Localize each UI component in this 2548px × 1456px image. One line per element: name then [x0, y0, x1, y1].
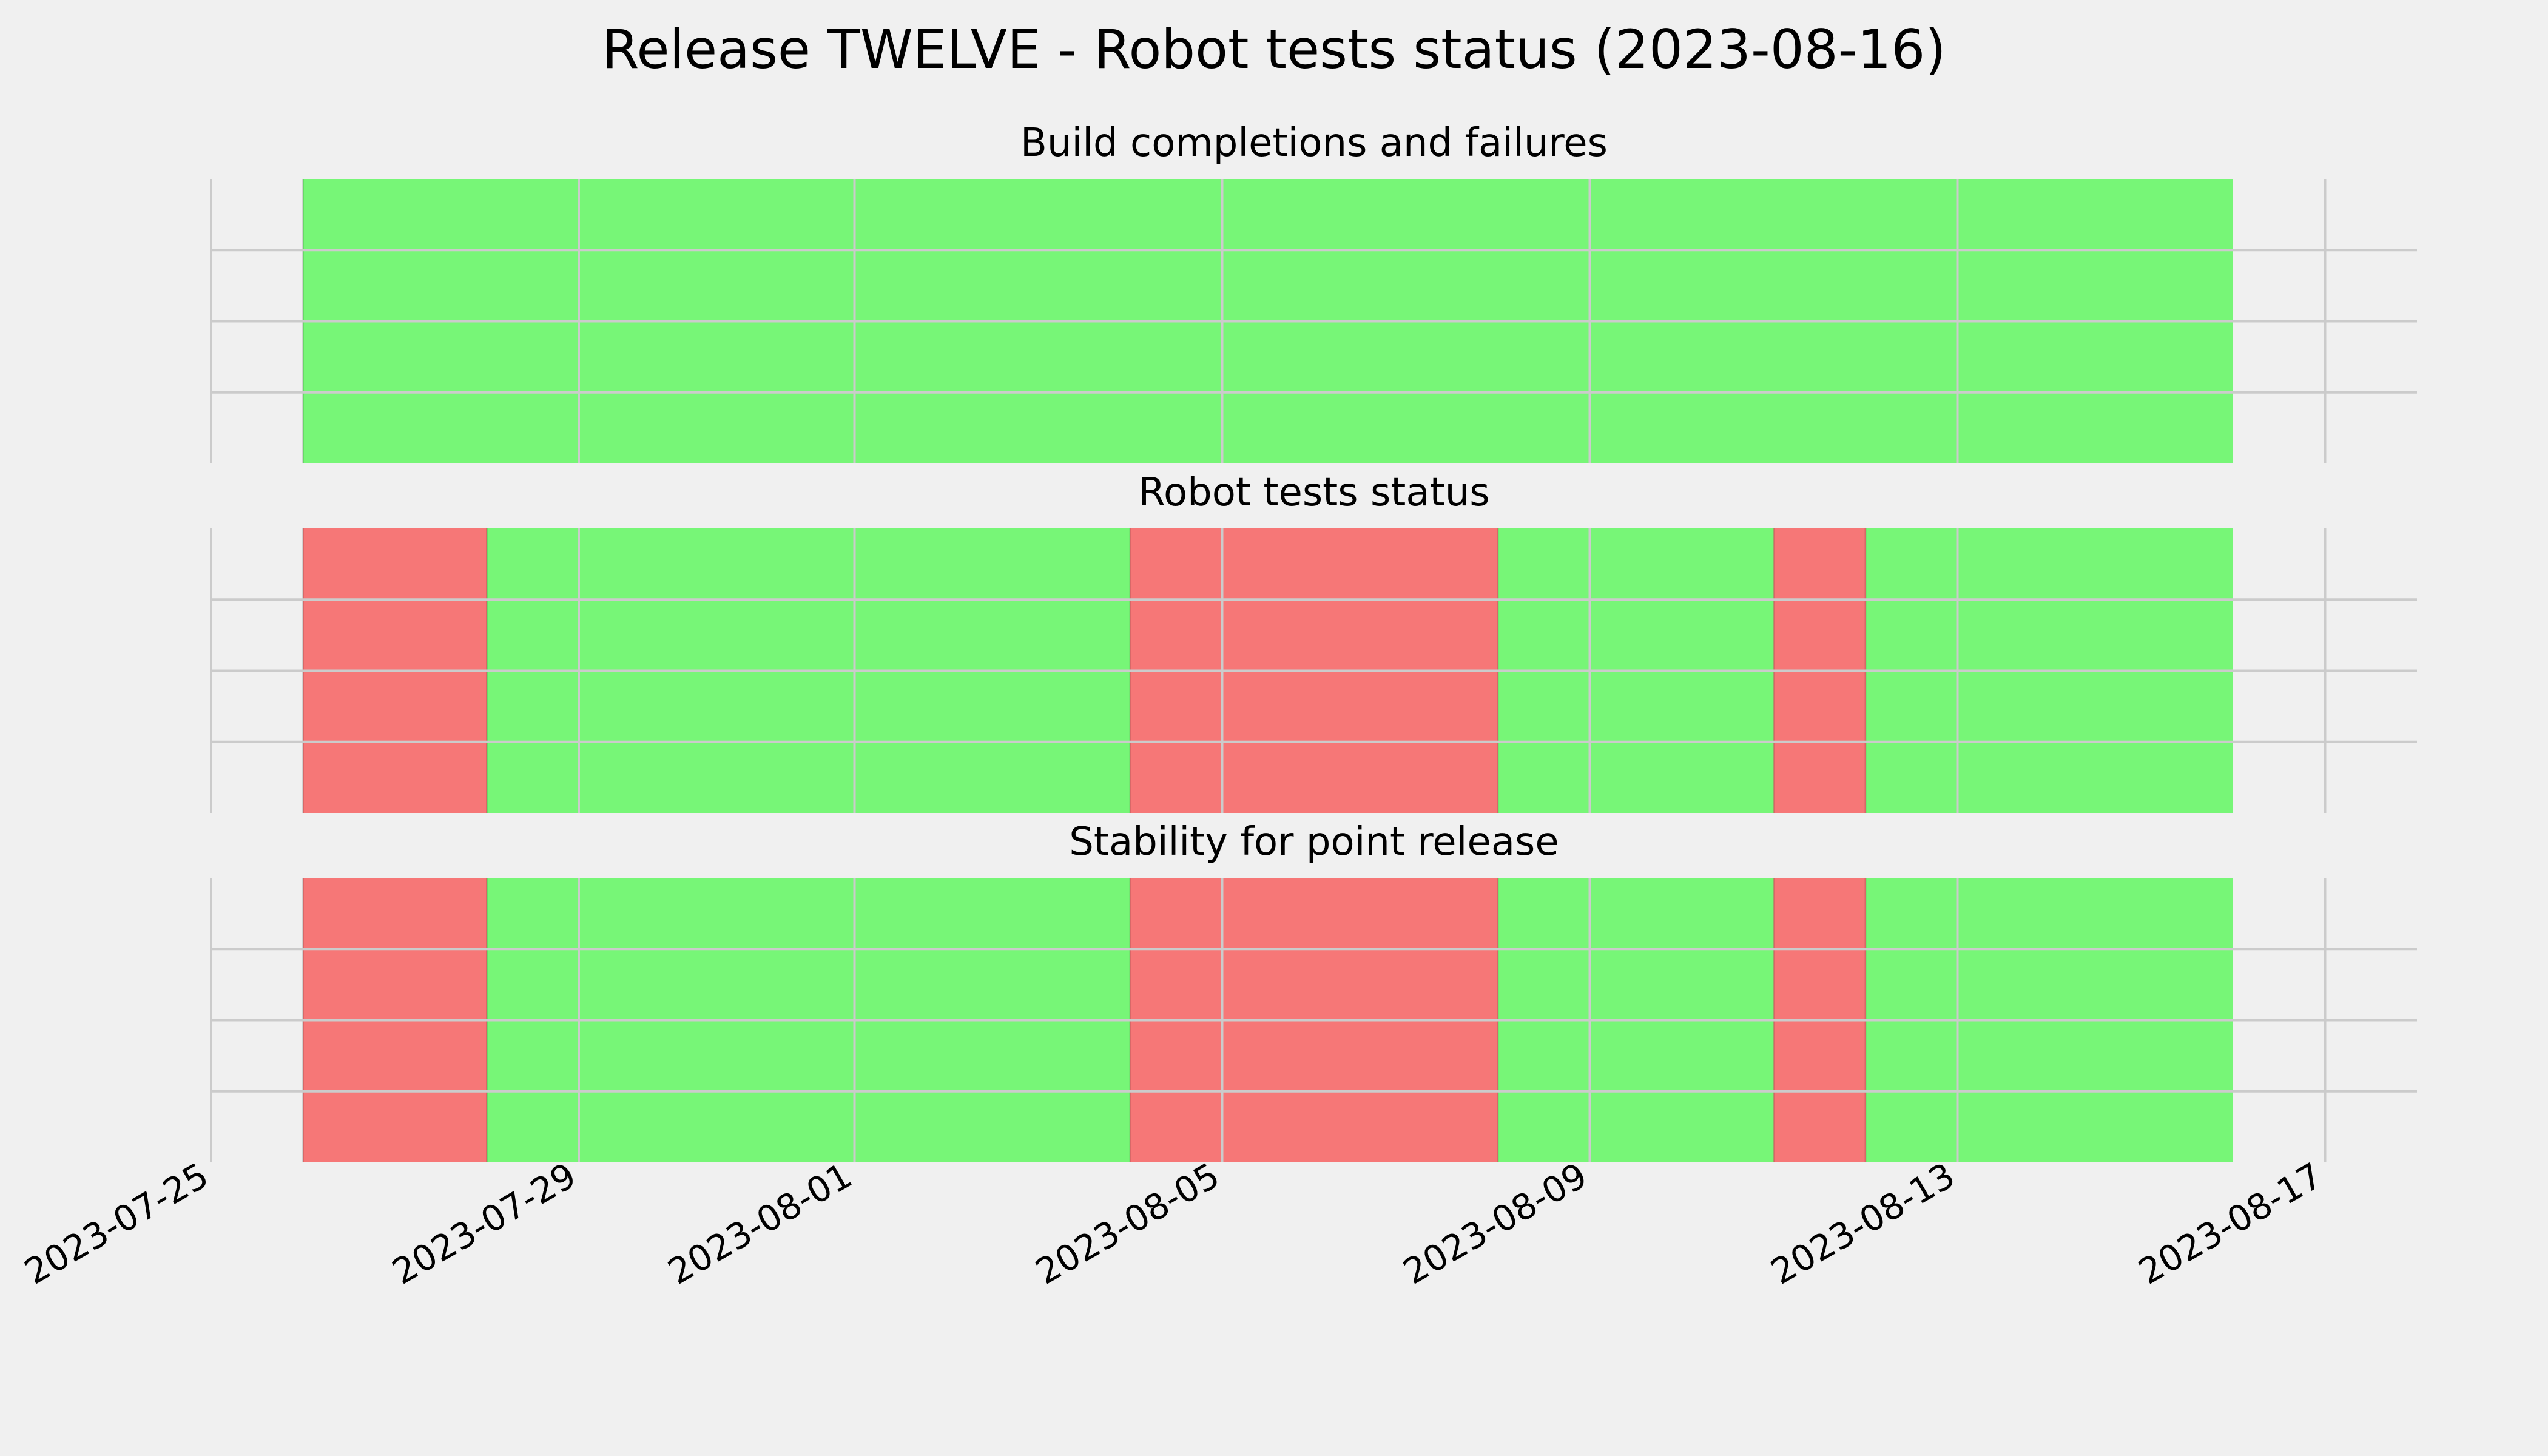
panel-title: Stability for point release: [1069, 820, 1559, 864]
panel: Robot tests status: [210, 470, 2417, 813]
chart-panels: Build completions and failures Robot test…: [210, 121, 2417, 1162]
panel: Build completions and failures: [210, 121, 2417, 463]
chart-title: Release TWELVE - Robot tests status (202…: [602, 18, 1946, 81]
panel-title: Build completions and failures: [1020, 121, 1608, 166]
panel: Stability for point release: [210, 820, 2417, 1162]
panel-title: Robot tests status: [1138, 470, 1489, 515]
